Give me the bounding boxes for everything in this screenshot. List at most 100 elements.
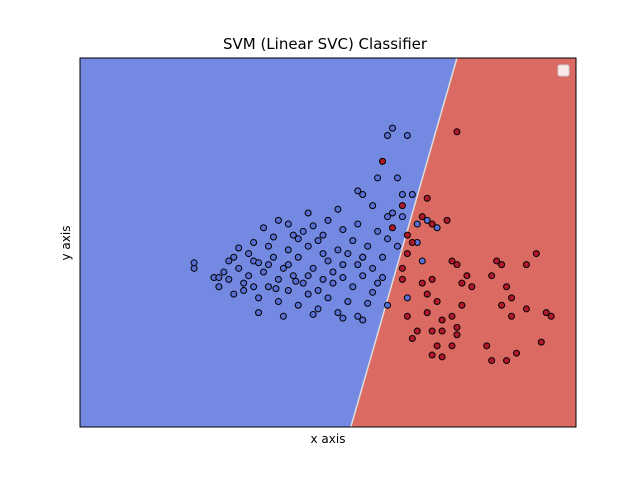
data-point-class-1 [453, 128, 461, 136]
y-axis-label: y axis [59, 226, 73, 261]
data-point-class-0 [284, 286, 292, 294]
data-point-class-0 [274, 298, 282, 306]
data-point-class-1 [403, 312, 411, 320]
data-point-class-0 [334, 309, 342, 317]
data-point-class-1 [403, 250, 411, 258]
data-point-class-0 [274, 275, 282, 283]
data-point-class-1 [448, 342, 456, 350]
data-point-class-1 [522, 261, 530, 269]
data-point-class-0 [329, 268, 337, 276]
data-point-class-0 [250, 239, 258, 246]
data-point-class-0 [398, 213, 406, 221]
data-point-class-0 [284, 261, 292, 269]
data-point-class-0 [334, 246, 342, 254]
data-point-class-1 [512, 349, 520, 357]
data-point-class-1 [503, 357, 511, 365]
data-point-class-0 [413, 220, 421, 228]
data-point-class-0 [374, 174, 382, 182]
data-point-class-0 [354, 187, 362, 195]
data-point-class-0 [329, 279, 337, 287]
data-point-class-0 [314, 237, 322, 245]
data-point-class-0 [319, 275, 327, 283]
data-point-class-0 [294, 253, 302, 261]
data-point-class-0 [245, 272, 253, 280]
x-axis-label: x axis [311, 432, 346, 446]
decision-region-left [80, 58, 457, 427]
data-point-class-1 [418, 213, 426, 221]
data-point-class-0 [264, 283, 272, 291]
data-point-class-1 [458, 301, 466, 309]
data-point-class-0 [294, 235, 302, 243]
data-point-class-0 [349, 237, 357, 245]
data-point-class-0 [260, 224, 268, 232]
data-point-class-0 [418, 257, 426, 265]
axes-frame [79, 57, 577, 428]
data-point-class-0 [423, 216, 431, 224]
data-point-class-0 [294, 301, 302, 309]
data-point-class-0 [225, 275, 233, 283]
data-point-class-1 [488, 357, 496, 365]
scatter-points [190, 124, 555, 365]
data-point-class-0 [220, 268, 228, 276]
data-point-class-1 [408, 334, 416, 342]
data-point-class-0 [359, 253, 367, 261]
data-point-class-1 [532, 250, 540, 258]
data-point-class-1 [542, 309, 550, 317]
data-point-class-1 [448, 312, 456, 320]
data-point-class-0 [250, 283, 258, 291]
data-point-class-0 [369, 202, 377, 210]
data-point-class-1 [448, 257, 456, 265]
data-point-class-0 [304, 242, 312, 250]
data-point-class-0 [245, 250, 253, 258]
data-point-class-1 [498, 261, 506, 269]
data-point-class-1 [388, 224, 396, 232]
data-point-class-1 [423, 194, 431, 202]
data-point-class-1 [438, 353, 446, 361]
data-point-class-0 [374, 279, 382, 287]
data-point-class-1 [483, 342, 491, 350]
chart-title: SVM (Linear SVC) Classifier [223, 35, 428, 53]
data-point-class-0 [269, 233, 277, 241]
data-point-class-0 [319, 250, 327, 258]
data-point-class-1 [468, 283, 476, 291]
data-point-class-0 [319, 231, 327, 239]
data-point-class-0 [314, 305, 322, 313]
data-point-class-0 [255, 294, 263, 302]
data-point-class-0 [240, 279, 248, 287]
data-point-class-1 [463, 272, 471, 280]
plot-area [80, 58, 576, 427]
data-point-class-0 [324, 216, 332, 224]
data-point-class-0 [272, 285, 280, 293]
data-point-class-0 [384, 301, 392, 309]
data-point-class-1 [537, 338, 545, 346]
data-point-class-0 [279, 264, 287, 272]
data-point-class-0 [364, 299, 372, 307]
data-point-class-0 [279, 312, 287, 320]
data-point-class-1 [398, 275, 406, 283]
data-point-class-0 [384, 213, 392, 221]
decision-boundary [350, 58, 458, 427]
data-point-class-0 [359, 316, 367, 324]
data-point-class-0 [334, 205, 342, 213]
data-point-class-0 [384, 235, 392, 243]
data-point-class-0 [349, 283, 357, 291]
data-point-class-0 [264, 261, 272, 269]
data-point-class-1 [438, 327, 446, 335]
data-point-class-0 [264, 242, 272, 250]
data-point-class-0 [433, 224, 441, 232]
data-point-class-0 [284, 246, 292, 254]
data-point-class-1 [453, 331, 461, 339]
data-point-class-0 [369, 288, 377, 296]
data-point-class-0 [292, 277, 300, 285]
data-point-class-0 [393, 174, 401, 182]
data-point-class-0 [289, 231, 297, 239]
data-point-class-1 [503, 283, 511, 291]
data-point-class-0 [354, 261, 362, 269]
data-point-class-1 [498, 301, 506, 309]
data-point-class-1 [508, 294, 516, 302]
data-point-class-0 [314, 286, 322, 294]
data-point-class-1 [453, 323, 461, 331]
data-point-class-0 [344, 250, 352, 258]
legend-box [557, 64, 570, 77]
